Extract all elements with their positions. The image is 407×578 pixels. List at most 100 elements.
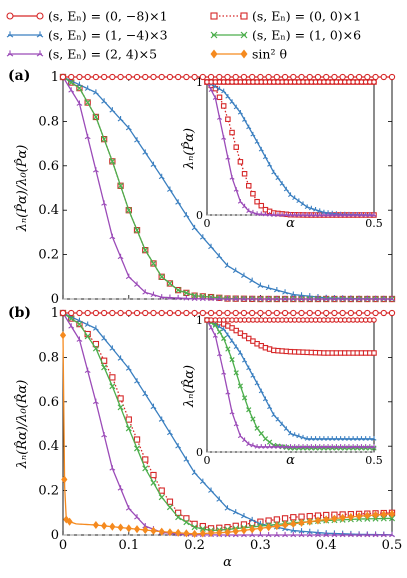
- data-point: [290, 309, 297, 317]
- data-point: [212, 333, 218, 338]
- data-point: [134, 445, 141, 452]
- x-tick-label: 0: [204, 454, 211, 467]
- data-point: [134, 378, 140, 384]
- data-point: [304, 204, 310, 210]
- data-point: [249, 525, 256, 534]
- data-point: [290, 519, 297, 528]
- data-point: [216, 309, 223, 317]
- data-point: [364, 309, 371, 317]
- data-point: [221, 370, 227, 375]
- data-point: [249, 277, 256, 283]
- data-point: [267, 439, 273, 445]
- data-point: [221, 326, 227, 332]
- data-point: [92, 325, 99, 331]
- y-tick-label: 0.6: [38, 395, 59, 410]
- data-point: [331, 309, 338, 317]
- data-point: [174, 309, 182, 317]
- data-point: [246, 208, 252, 214]
- y-tick-label: 0.8: [38, 114, 59, 129]
- data-point: [166, 73, 174, 81]
- data-point: [216, 295, 223, 302]
- data-point: [166, 280, 173, 287]
- series-s2_4: [204, 317, 377, 449]
- data-point: [389, 295, 395, 302]
- data-point: [296, 433, 302, 439]
- x-tick-label: 0.1: [118, 538, 139, 553]
- data-point: [232, 295, 239, 302]
- data-point: [117, 309, 124, 317]
- data-point: [133, 73, 141, 81]
- data-point: [233, 370, 239, 376]
- data-point: [199, 525, 206, 532]
- data-point: [175, 514, 182, 521]
- data-point: [84, 73, 91, 81]
- data-point: [142, 390, 149, 397]
- data-point: [292, 195, 298, 201]
- data-point: [240, 309, 248, 317]
- data-point: [388, 309, 396, 317]
- series-sin2: [59, 331, 396, 538]
- legend-entry-s0_0: (s, Eₙ) = (0, 0)×1: [210, 9, 361, 24]
- data-point: [287, 430, 294, 436]
- data-point: [257, 531, 264, 538]
- data-point: [282, 289, 288, 295]
- data-point: [158, 273, 165, 280]
- data-point: [76, 309, 83, 317]
- data-point: [240, 526, 248, 535]
- data-point: [224, 73, 231, 81]
- data-point: [167, 429, 173, 436]
- data-point: [217, 351, 223, 357]
- data-point: [233, 187, 239, 192]
- data-point: [109, 522, 116, 531]
- legend-marker: [240, 31, 248, 39]
- data-point: [254, 380, 260, 386]
- data-point: [68, 309, 75, 317]
- data-point: [208, 487, 214, 493]
- data-point: [150, 161, 157, 167]
- data-point: [388, 515, 396, 522]
- data-point: [216, 94, 223, 101]
- data-point: [150, 260, 157, 267]
- data-point: [267, 404, 273, 410]
- data-point: [241, 272, 247, 278]
- x-tick-label: 0.2: [184, 538, 205, 553]
- data-point: [117, 116, 124, 122]
- data-point: [191, 524, 198, 531]
- data-point: [250, 416, 256, 422]
- data-point: [315, 295, 321, 302]
- legend-entry-s2_4: (s, Eₙ) = (2, 4)×5: [6, 47, 157, 62]
- data-point: [84, 367, 91, 373]
- data-point: [250, 209, 256, 215]
- data-point: [92, 345, 99, 352]
- series-s0_m8: [59, 73, 396, 81]
- data-point: [109, 107, 116, 113]
- data-point: [133, 309, 141, 317]
- data-point: [221, 135, 227, 140]
- data-point: [92, 398, 99, 405]
- data-point: [199, 529, 206, 538]
- series-s2_4: [60, 73, 395, 302]
- data-point: [282, 531, 288, 538]
- data-point: [167, 186, 173, 192]
- y-tick-label: 0.4: [38, 439, 59, 454]
- data-point: [229, 99, 235, 104]
- data-point: [242, 437, 248, 443]
- data-point: [167, 294, 173, 300]
- data-point: [372, 510, 379, 520]
- series-s0_m8: [204, 317, 377, 323]
- data-point: [142, 523, 149, 529]
- data-point: [183, 529, 190, 538]
- data-point: [150, 309, 157, 317]
- data-point: [262, 396, 268, 402]
- data-point: [150, 291, 157, 298]
- data-point: [246, 124, 252, 130]
- data-point: [380, 531, 387, 538]
- legend-marker: [6, 50, 14, 57]
- data-point: [246, 407, 252, 413]
- data-point: [183, 515, 190, 522]
- data-point: [232, 309, 239, 317]
- legend-marker: [240, 49, 248, 59]
- data-point: [308, 205, 314, 211]
- data-point: [166, 504, 173, 511]
- data-point: [166, 528, 174, 537]
